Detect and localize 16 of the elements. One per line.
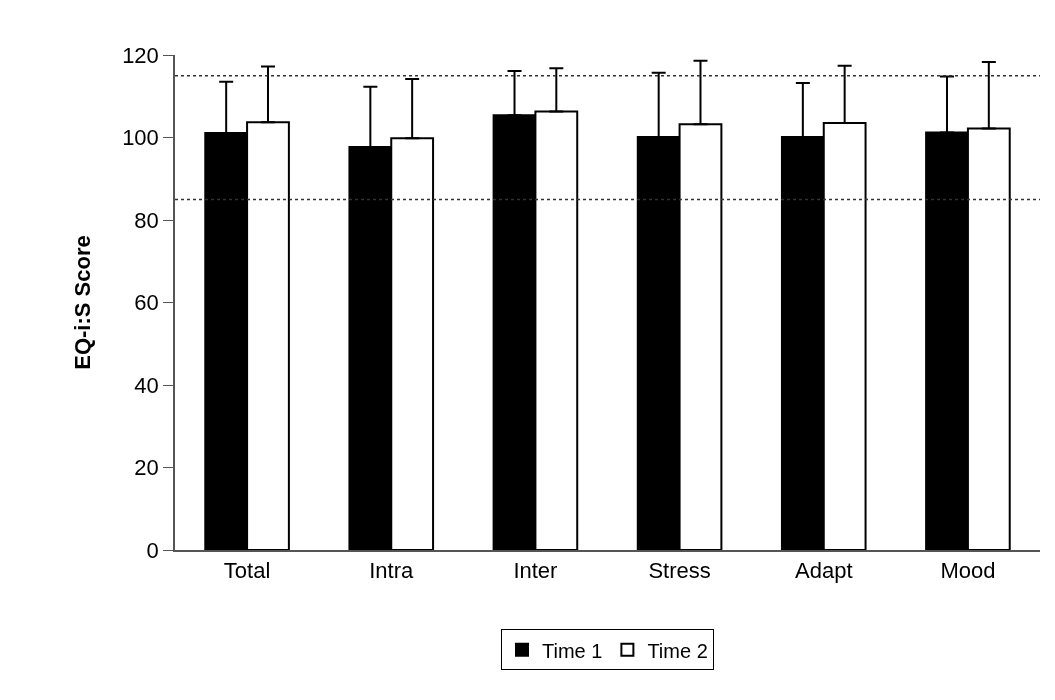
- y-tick-label: 20: [134, 455, 159, 481]
- y-tick-label: 0: [146, 537, 159, 563]
- y-tick-label: 100: [122, 125, 159, 151]
- x-tick-label: Total: [223, 558, 271, 584]
- y-tick-label: 80: [134, 207, 159, 233]
- y-tick-label: 120: [122, 42, 159, 68]
- y-tick-label: 60: [134, 290, 159, 316]
- x-tick-label: Intra: [369, 558, 415, 584]
- y-axis-title: EQ-i:S Score: [70, 235, 96, 370]
- legend-label: Time 2: [647, 639, 708, 662]
- x-tick-label: Mood: [940, 558, 996, 584]
- legend-label: Time 1: [542, 639, 603, 662]
- x-tick-label: Stress: [648, 558, 711, 584]
- x-tick-label: Inter: [513, 558, 558, 584]
- x-tick-label: Adapt: [795, 558, 853, 584]
- y-tick-label: 40: [134, 372, 159, 398]
